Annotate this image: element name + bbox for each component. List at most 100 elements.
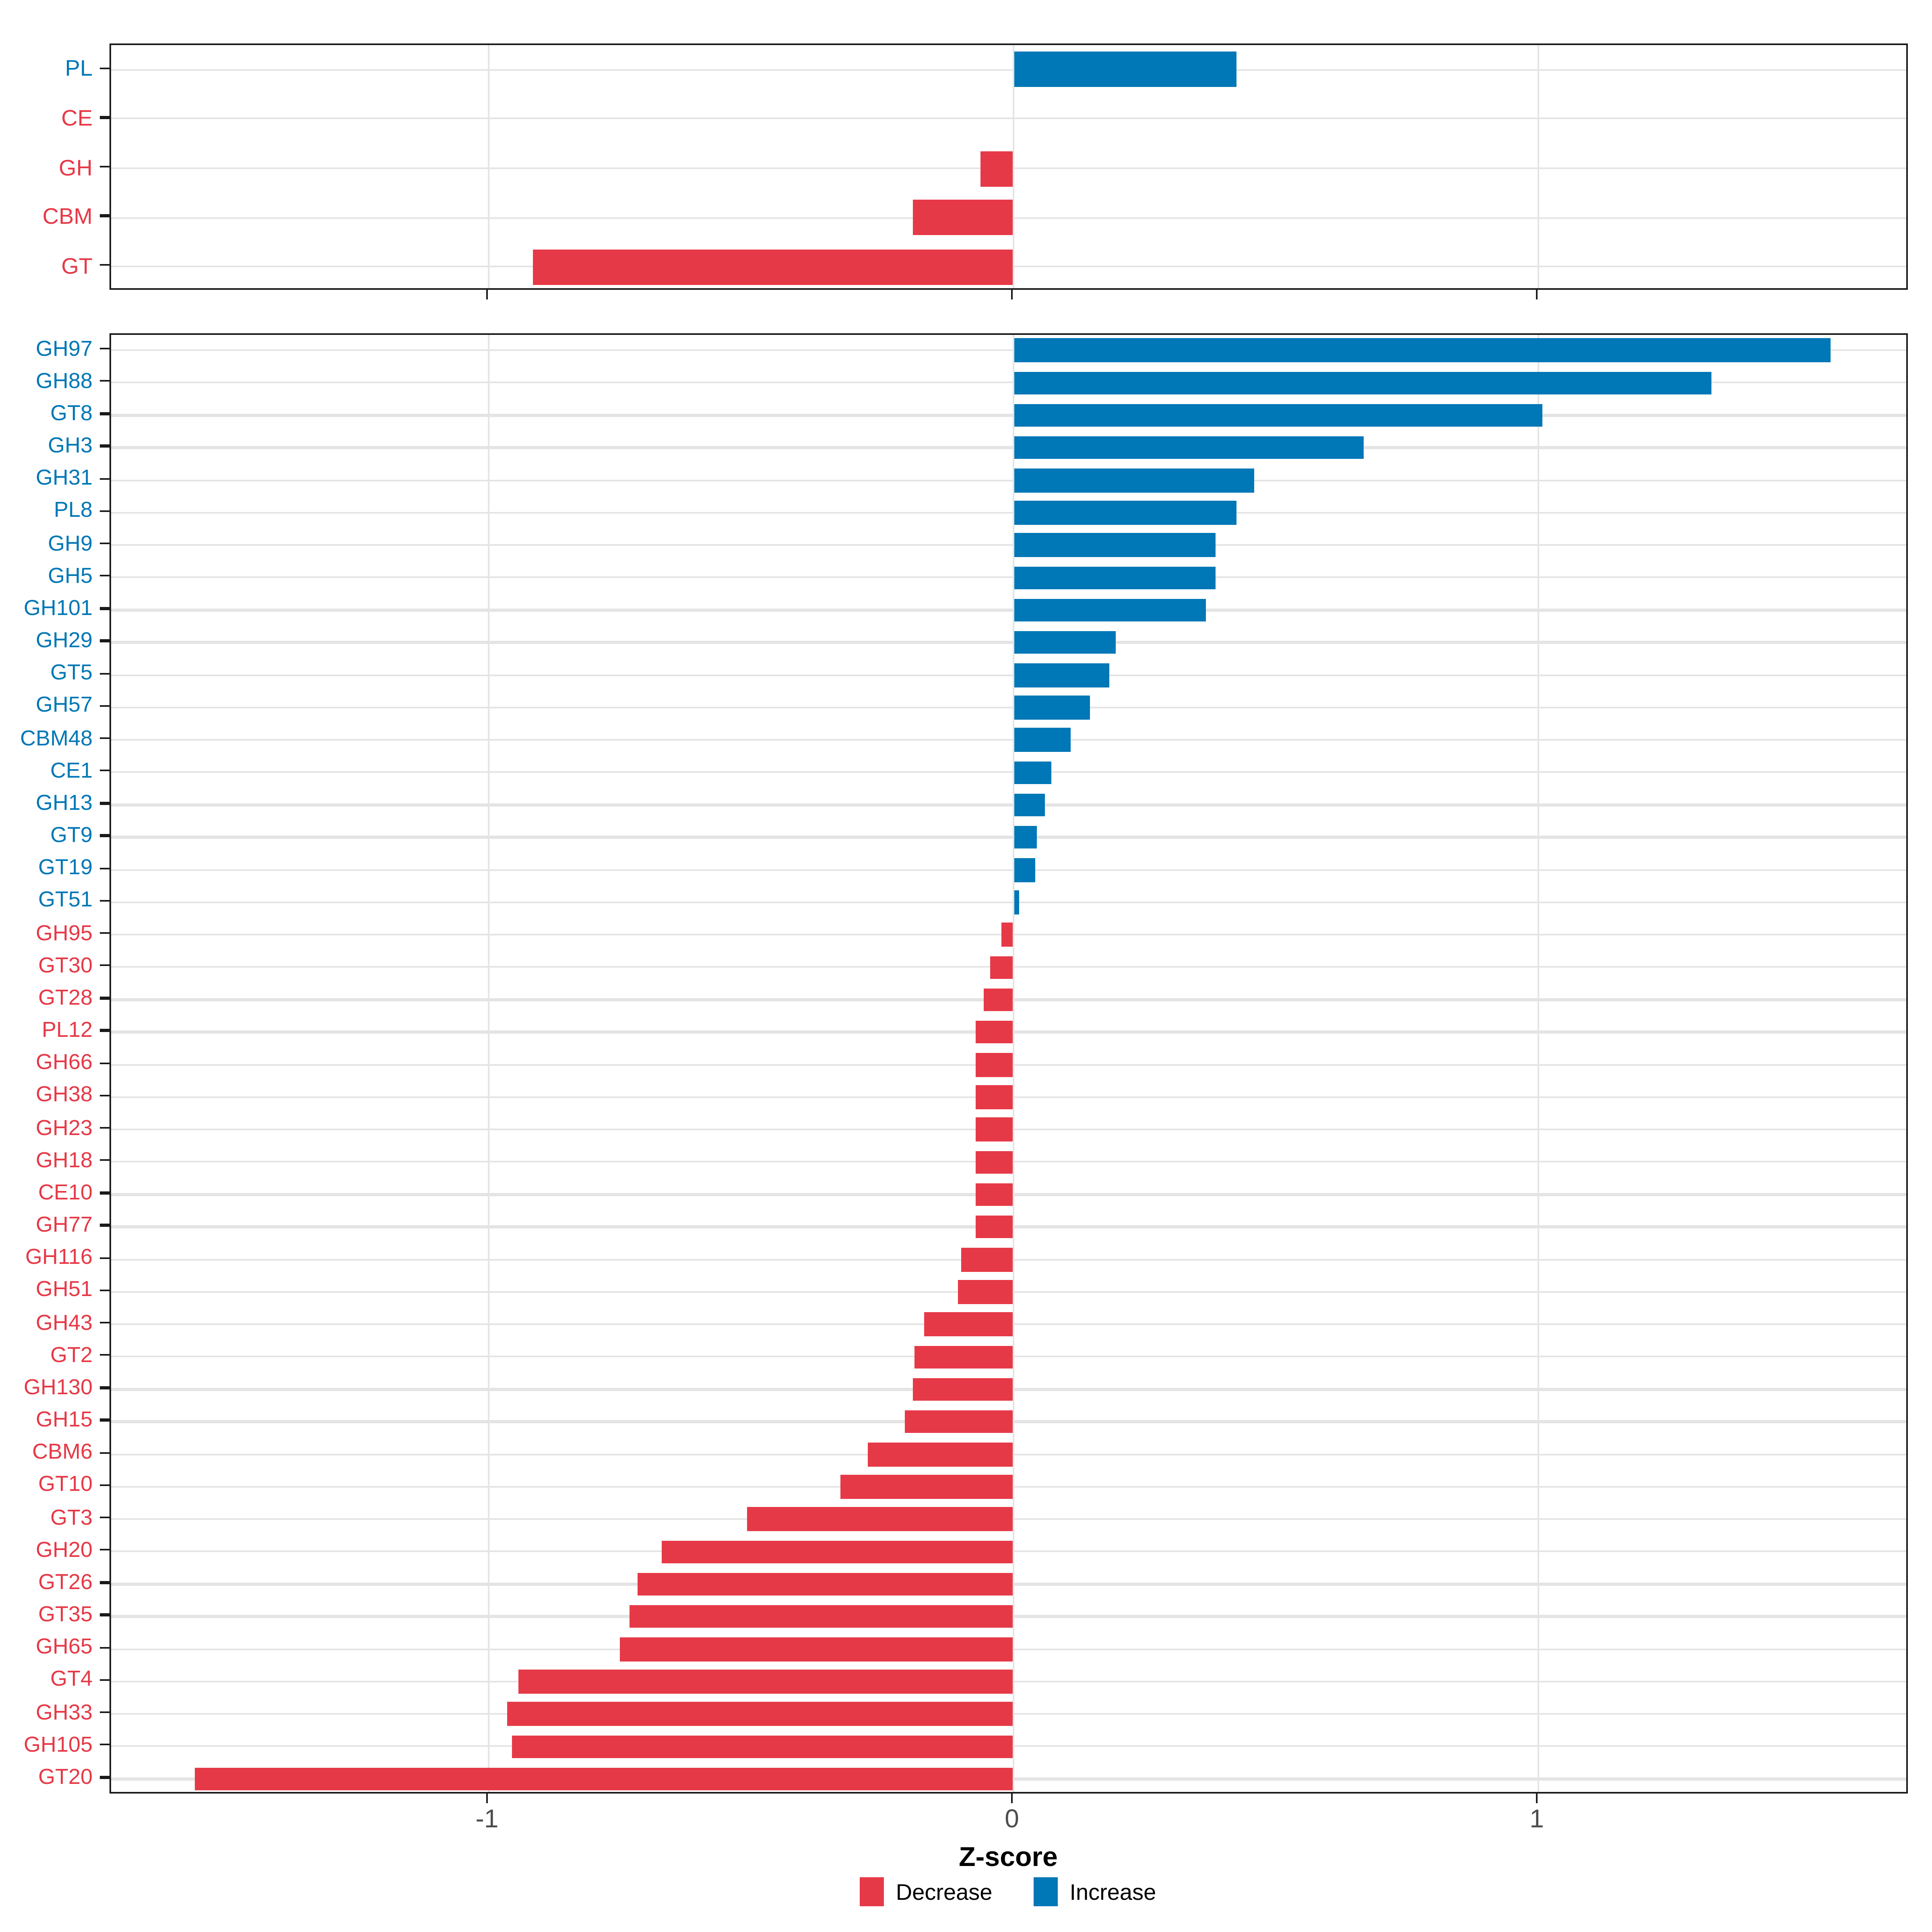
gridline-horizontal bbox=[110, 706, 1906, 708]
gridline-horizontal bbox=[110, 349, 1906, 351]
y-tick bbox=[99, 380, 109, 382]
gridline-vertical bbox=[1537, 334, 1540, 1792]
y-label-GH65: GH65 bbox=[35, 1635, 93, 1659]
gridline-horizontal bbox=[110, 609, 1906, 611]
x-tick-label: -1 bbox=[475, 1806, 499, 1834]
y-label-GH33: GH33 bbox=[35, 1699, 93, 1724]
y-label-GH38: GH38 bbox=[35, 1082, 93, 1107]
bar-GH3 bbox=[1013, 436, 1364, 460]
x-tick-label: 0 bbox=[1005, 1806, 1019, 1834]
y-tick bbox=[99, 997, 109, 999]
y-label-GT20: GT20 bbox=[38, 1764, 93, 1789]
y-tick bbox=[99, 1549, 109, 1551]
y-tick bbox=[99, 264, 109, 266]
x-tick bbox=[486, 290, 488, 299]
y-label-GT8: GT8 bbox=[50, 400, 93, 425]
bar-GH97 bbox=[1013, 339, 1830, 362]
bar-GT35 bbox=[629, 1605, 1013, 1629]
y-tick bbox=[99, 1094, 109, 1097]
bar-PL8 bbox=[1013, 501, 1236, 524]
bar-GH9 bbox=[1013, 533, 1216, 557]
y-tick bbox=[99, 412, 109, 415]
gridline-vertical bbox=[1537, 45, 1540, 288]
y-label-GH15: GH15 bbox=[35, 1407, 93, 1432]
legend-swatch-decrease bbox=[860, 1877, 885, 1906]
y-tick bbox=[99, 1289, 109, 1292]
bar-GH77 bbox=[976, 1215, 1013, 1239]
y-label-GH29: GH29 bbox=[35, 628, 93, 652]
y-label-CBM: CBM bbox=[42, 203, 93, 229]
y-tick bbox=[99, 1354, 109, 1356]
bar-CBM48 bbox=[1013, 728, 1071, 752]
y-tick bbox=[99, 704, 109, 707]
y-tick bbox=[99, 1678, 109, 1681]
y-label-GT: GT bbox=[61, 252, 93, 278]
y-label-CE10: CE10 bbox=[38, 1180, 93, 1204]
y-tick bbox=[99, 1419, 109, 1422]
x-tick bbox=[486, 1794, 488, 1803]
y-tick bbox=[99, 67, 109, 69]
y-label-GH77: GH77 bbox=[35, 1212, 93, 1237]
legend-label-decrease: Decrease bbox=[896, 1879, 993, 1905]
x-tick bbox=[1011, 1794, 1013, 1803]
bar-GT26 bbox=[637, 1572, 1013, 1596]
legend-key-increase: Increase bbox=[1034, 1877, 1156, 1906]
y-tick bbox=[99, 1711, 109, 1714]
gridline-vertical bbox=[1012, 45, 1015, 288]
y-tick bbox=[99, 1191, 109, 1194]
y-tick bbox=[99, 672, 109, 675]
bar-GH31 bbox=[1013, 469, 1255, 492]
y-tick bbox=[99, 737, 109, 740]
bar-CBM bbox=[912, 200, 1013, 235]
y-label-GT4: GT4 bbox=[50, 1667, 93, 1691]
x-tick bbox=[1536, 1794, 1538, 1803]
gridline-vertical bbox=[1012, 334, 1015, 1792]
bar-GH66 bbox=[976, 1053, 1013, 1076]
gridline-horizontal bbox=[110, 674, 1906, 676]
gridline-horizontal bbox=[110, 118, 1906, 120]
y-label-GH95: GH95 bbox=[35, 920, 93, 945]
y-label-GH105: GH105 bbox=[23, 1732, 93, 1756]
bar-PL12 bbox=[976, 1020, 1013, 1044]
y-label-GT28: GT28 bbox=[38, 985, 93, 1009]
gridline-horizontal bbox=[110, 576, 1906, 579]
y-label-CBM48: CBM48 bbox=[20, 725, 93, 750]
bar-GH57 bbox=[1013, 696, 1090, 719]
gridline-vertical bbox=[487, 45, 490, 288]
y-label-PL12: PL12 bbox=[41, 1018, 93, 1042]
y-label-CE: CE bbox=[61, 104, 93, 130]
y-tick bbox=[99, 640, 109, 642]
y-tick bbox=[99, 1744, 109, 1746]
y-tick bbox=[99, 1029, 109, 1032]
y-label-CBM6: CBM6 bbox=[32, 1440, 93, 1464]
y-tick bbox=[99, 116, 109, 119]
bar-GH bbox=[980, 151, 1013, 186]
gridline-horizontal bbox=[110, 641, 1906, 644]
bar-GT5 bbox=[1013, 663, 1110, 687]
y-label-GT35: GT35 bbox=[38, 1602, 93, 1627]
y-label-GH20: GH20 bbox=[35, 1537, 93, 1561]
bar-CBM6 bbox=[868, 1443, 1013, 1466]
y-tick bbox=[99, 542, 109, 545]
legend-swatch-increase bbox=[1034, 1877, 1059, 1906]
gridline-horizontal bbox=[110, 771, 1906, 774]
bar-GT20 bbox=[194, 1767, 1013, 1791]
y-tick bbox=[99, 1581, 109, 1584]
y-tick bbox=[99, 445, 109, 448]
bar-GH5 bbox=[1013, 566, 1216, 589]
bar-GT10 bbox=[840, 1475, 1013, 1499]
bar-GH130 bbox=[913, 1377, 1013, 1401]
x-axis-title: Z-score bbox=[959, 1842, 1058, 1872]
y-tick bbox=[99, 1321, 109, 1324]
y-tick bbox=[99, 575, 109, 577]
gridline-horizontal bbox=[110, 382, 1906, 384]
panel-cazyme-families bbox=[109, 332, 1908, 1794]
bar-PL bbox=[1013, 52, 1236, 88]
gridline-horizontal bbox=[110, 414, 1906, 416]
bar-GT3 bbox=[747, 1507, 1013, 1531]
bar-GH88 bbox=[1013, 371, 1712, 394]
bar-GH29 bbox=[1013, 631, 1117, 654]
y-label-GH88: GH88 bbox=[35, 368, 93, 392]
